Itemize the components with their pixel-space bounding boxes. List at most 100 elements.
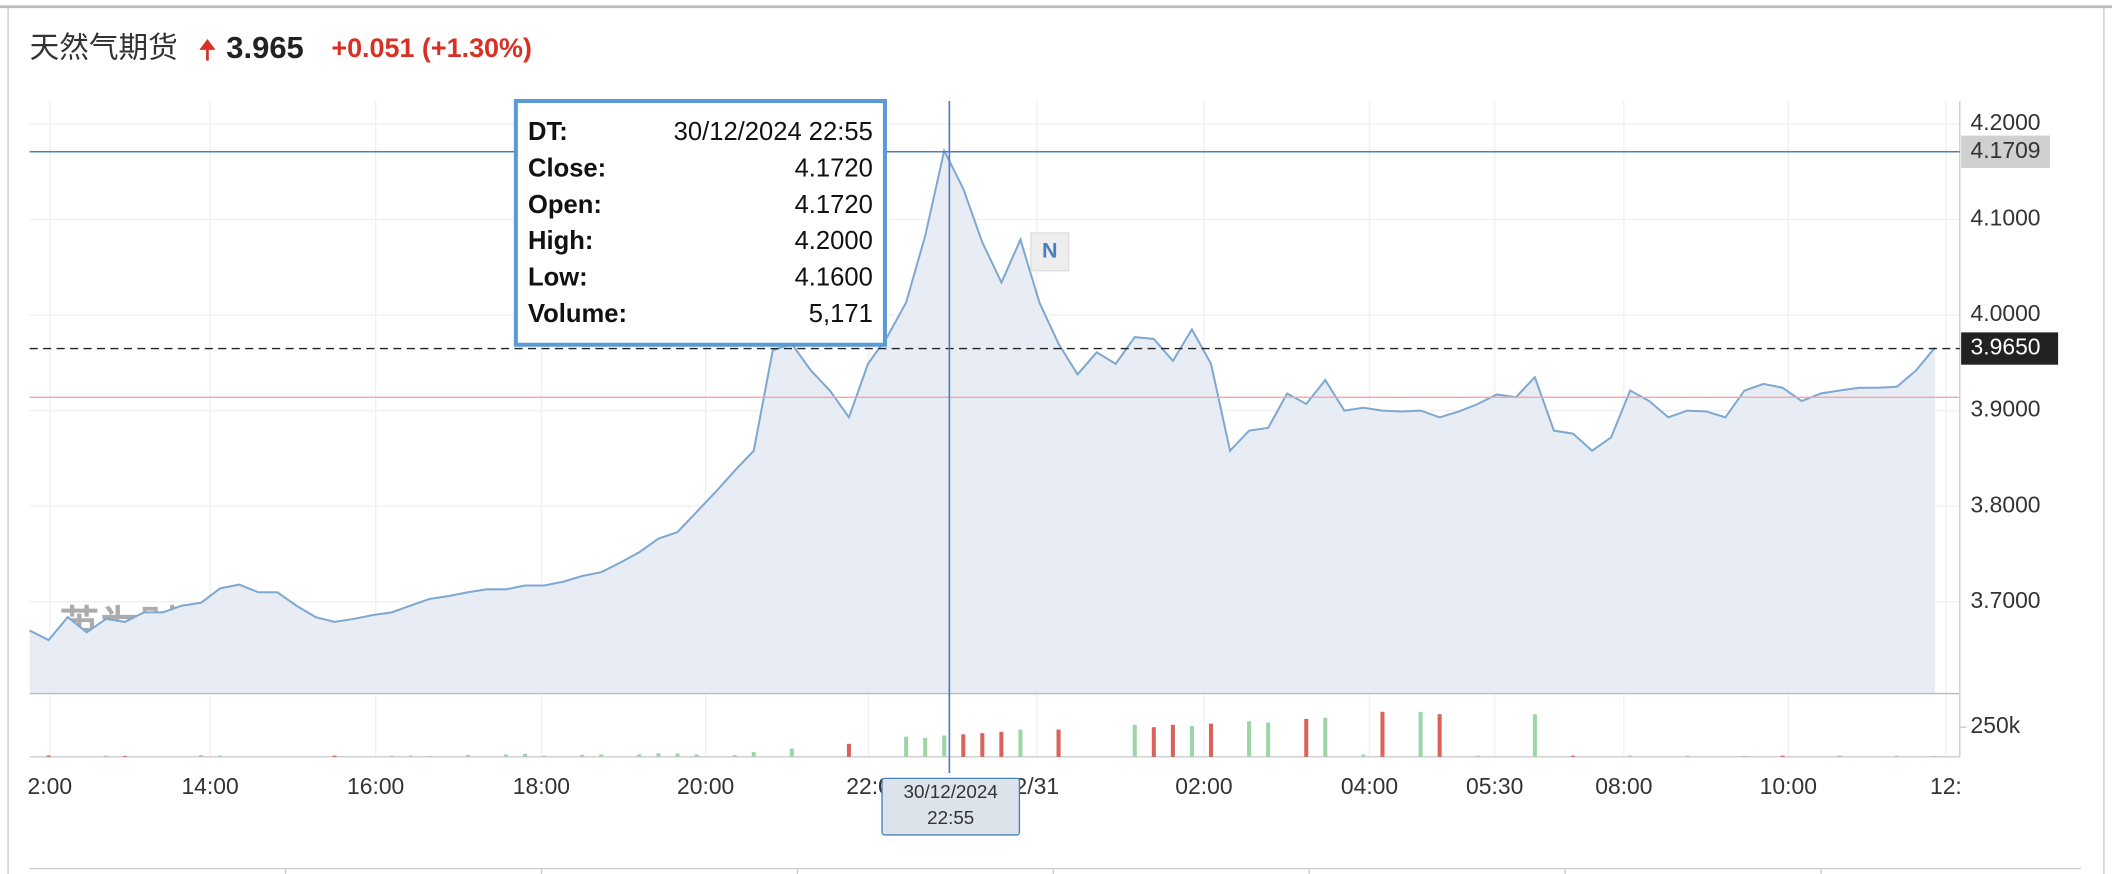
crosshair-date-box: [881, 777, 1021, 836]
volume-bar: [1437, 714, 1442, 757]
x-tick-label: 16:00: [347, 773, 404, 799]
volume-bar: [980, 733, 985, 757]
volume-bar: [389, 755, 394, 757]
volume-bar: [1018, 729, 1023, 757]
volume-bar: [1475, 755, 1480, 757]
y-tick-label: 3.7000: [1971, 587, 2041, 613]
tooltip-label: DT:: [528, 118, 568, 146]
y-tick-label: 3.9000: [1971, 396, 2041, 422]
y-tick-label: 4.2000: [1971, 109, 2041, 135]
price-line: [29, 147, 1936, 642]
news-marker-label: N: [1042, 239, 1058, 263]
volume-bar: [1532, 714, 1537, 757]
volume-bar: [1304, 718, 1309, 757]
crosshair-price-label: 4.1709: [1971, 137, 2041, 163]
x-tick-label: 05:30: [1466, 773, 1523, 799]
volume-bar: [408, 755, 413, 757]
tooltip-value: 5,171: [809, 300, 873, 328]
volume-bar: [199, 755, 204, 757]
volume-bar: [580, 754, 585, 757]
volume-bar: [637, 754, 642, 757]
volume-bar: [656, 753, 661, 757]
x-tick-label: 18:00: [513, 773, 570, 799]
volume-bar: [923, 737, 928, 757]
volume-bar: [332, 755, 337, 757]
tooltip-value: 4.1720: [795, 154, 873, 182]
crosshair-date: 30/12/2024: [904, 781, 998, 802]
volume-bar: [1780, 755, 1785, 757]
volume-bar: [1361, 754, 1366, 757]
volume-bar: [465, 755, 470, 757]
x-tick-label: 12:: [1930, 773, 1962, 799]
crosshair-date: 22:55: [927, 807, 974, 828]
volume-bar: [1418, 711, 1423, 757]
volume-bar: [1933, 755, 1938, 757]
volume-bar: [1247, 721, 1252, 757]
volume-bar: [675, 753, 680, 757]
volume-bar: [218, 755, 223, 757]
news-marker[interactable]: [1030, 232, 1070, 272]
volume-bar: [751, 752, 756, 757]
volume-bar: [427, 755, 432, 757]
tooltip-label: Close:: [528, 154, 606, 182]
volume-bar: [1570, 755, 1576, 757]
crosshair-price-box: [1961, 135, 2051, 168]
y-tick-label: 3.8000: [1971, 491, 2041, 517]
y-tick-label: 4.0000: [1971, 300, 2041, 326]
last-price-box: [1961, 332, 2059, 365]
last-price-label: 3.9650: [1971, 334, 2041, 360]
x-tick-label: 10:00: [1760, 773, 1817, 799]
volume-bar: [46, 755, 51, 757]
tooltip-value: 4.1720: [795, 191, 873, 219]
volume-bar: [1132, 724, 1137, 757]
volume-bar: [961, 734, 966, 757]
area: [29, 150, 1936, 694]
x-tick-label: 14:00: [181, 773, 238, 799]
tooltip-value: 4.1600: [795, 264, 873, 292]
volume-bar: [846, 743, 851, 757]
volume-bar: [122, 755, 127, 757]
volume-bar: [789, 748, 794, 757]
tooltip-label: Volume:: [528, 300, 627, 328]
volume-bar: [503, 754, 509, 757]
volume-bar: [1170, 724, 1175, 757]
volume-bar: [103, 755, 108, 757]
volume-bar: [1056, 729, 1061, 757]
last-price: 3.965: [226, 30, 304, 65]
volume-bar: [999, 731, 1004, 757]
price-change: +0.051 (+1.30%): [331, 33, 532, 63]
volume-bar: [523, 753, 528, 757]
volume-bar: [732, 755, 737, 757]
x-tick-label: 02:00: [1175, 773, 1232, 799]
volume-bar: [1151, 727, 1156, 757]
tooltip-label: High:: [528, 227, 593, 255]
volume-bar: [1628, 755, 1633, 757]
tooltip: [513, 98, 887, 347]
tooltip-value: 4.2000: [795, 227, 873, 255]
volume-bar: [542, 755, 547, 757]
volume-bar: [1189, 726, 1194, 757]
volume-bar: [1380, 711, 1385, 757]
volume-bar: [1742, 755, 1747, 757]
volume-bar: [1894, 755, 1899, 757]
volume-bar: [904, 736, 909, 757]
tooltip-label: Low:: [528, 264, 588, 292]
x-tick-label: 08:00: [1595, 773, 1652, 799]
volume-bar: [694, 754, 699, 757]
volume-bar: [1685, 755, 1690, 757]
tooltip-value: 30/12/2024 22:55: [674, 118, 873, 146]
volume-bar: [1837, 755, 1842, 757]
volume-bar: [1323, 717, 1328, 757]
x-tick-label: 2/31: [1015, 773, 1060, 799]
tooltip-label: Open:: [528, 191, 602, 219]
up-arrow: [199, 39, 216, 61]
instrument-name: 天然气期货: [30, 32, 178, 65]
x-tick-label: 04:00: [1341, 773, 1398, 799]
bottom-tabs: [29, 867, 2082, 874]
volume-bar: [1266, 722, 1271, 757]
volume-bar: [942, 735, 947, 757]
volume-bar: [1208, 723, 1213, 757]
y-tick-label: 4.1000: [1971, 205, 2041, 231]
volume-tick-label: 250k: [1971, 712, 2021, 738]
